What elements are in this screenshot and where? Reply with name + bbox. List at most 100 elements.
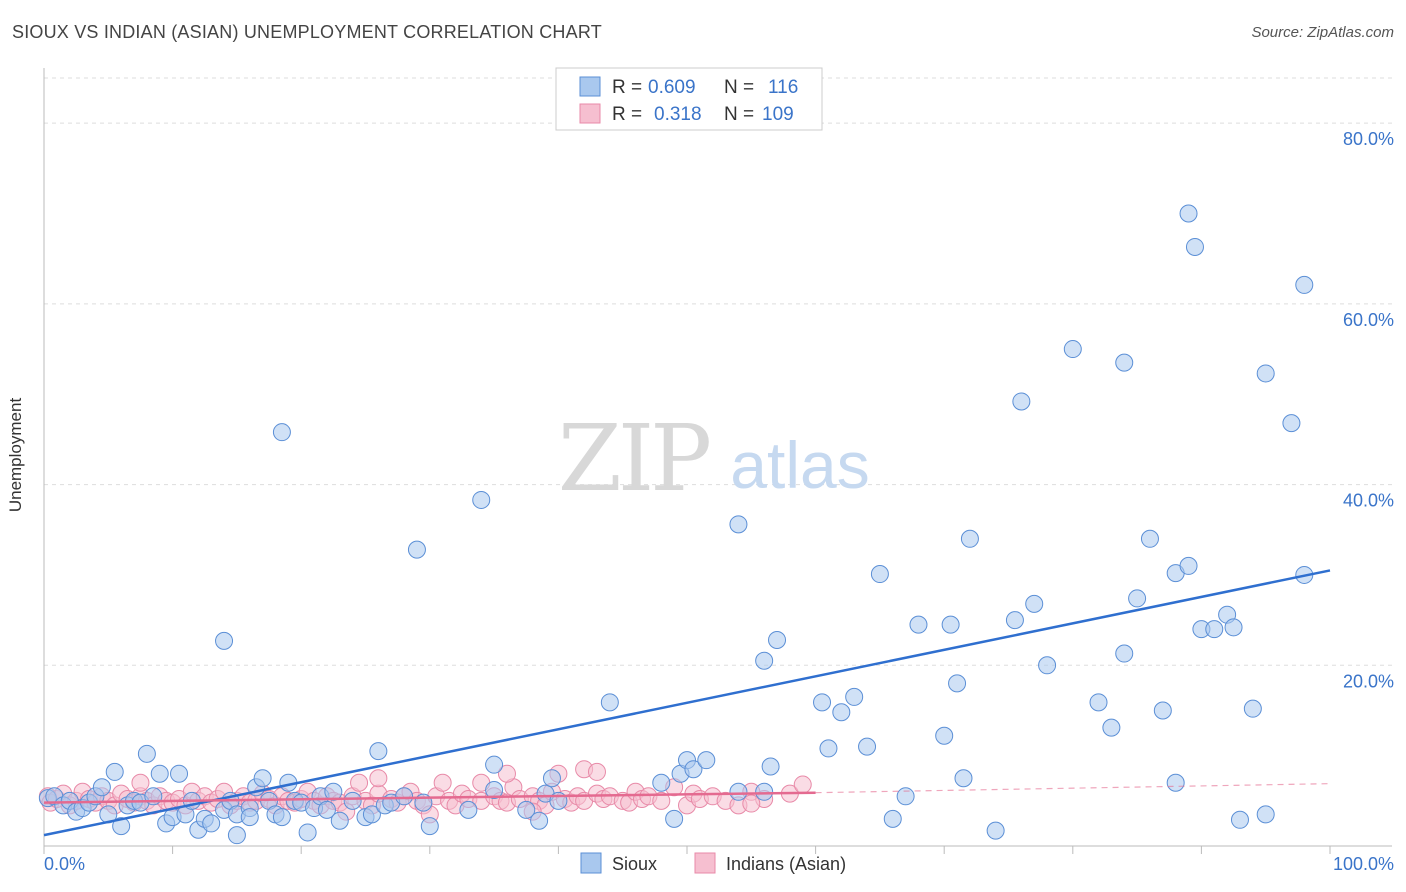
sioux-point bbox=[150, 764, 169, 783]
sioux-point bbox=[459, 800, 478, 819]
sioux-point bbox=[1063, 340, 1082, 359]
sioux-point bbox=[170, 764, 189, 783]
sioux-point bbox=[1224, 618, 1243, 637]
sioux-point bbox=[1205, 620, 1224, 639]
sioux-point bbox=[362, 805, 381, 824]
x-tick-max: 100.0% bbox=[1333, 854, 1394, 874]
sioux-point bbox=[330, 811, 349, 830]
sioux-point bbox=[324, 782, 343, 801]
sioux-point bbox=[395, 787, 414, 806]
legend-indian-n-value: 109 bbox=[762, 104, 794, 125]
sioux-point bbox=[1128, 589, 1147, 608]
sioux-point bbox=[896, 787, 915, 806]
sioux-point bbox=[755, 651, 774, 670]
chart-title: SIOUX VS INDIAN (ASIAN) UNEMPLOYMENT COR… bbox=[12, 22, 602, 42]
sioux-point bbox=[845, 687, 864, 706]
sioux-point bbox=[1166, 773, 1185, 792]
sioux-point bbox=[986, 821, 1005, 840]
indian-point bbox=[369, 769, 388, 788]
sioux-point bbox=[92, 778, 111, 797]
sioux-point bbox=[813, 693, 832, 712]
sioux-point bbox=[272, 423, 291, 442]
y-tick-label: 20.0% bbox=[1343, 671, 1394, 691]
sioux-point bbox=[1230, 810, 1249, 829]
sioux-point bbox=[1256, 364, 1275, 383]
watermark: ZIP atlas bbox=[558, 405, 870, 512]
sioux-point bbox=[1089, 693, 1108, 712]
sioux-point bbox=[485, 780, 504, 799]
sioux-point bbox=[832, 703, 851, 722]
stats-legend: R = 0.609 N = 116 R = 0.318 N = 109 bbox=[555, 67, 823, 131]
indian-point bbox=[793, 775, 812, 794]
sioux-point bbox=[1282, 414, 1301, 433]
sioux-point bbox=[954, 769, 973, 788]
indian-trend-extension bbox=[815, 783, 1331, 794]
sioux-point bbox=[112, 817, 131, 836]
legend-sioux-n-label: N = bbox=[724, 77, 754, 98]
sioux-point bbox=[240, 808, 259, 827]
sioux-points bbox=[38, 204, 1314, 845]
legend-sioux-r-label: R = bbox=[612, 77, 642, 98]
legend-indian-r-label: R = bbox=[612, 104, 642, 125]
source-label: Source: ZipAtlas.com bbox=[1251, 24, 1394, 41]
sioux-point bbox=[407, 540, 426, 559]
sioux-point bbox=[1102, 718, 1121, 737]
watermark-atlas: atlas bbox=[730, 428, 869, 502]
sioux-point bbox=[761, 757, 780, 776]
sioux-point bbox=[1140, 529, 1159, 548]
x-tick-min: 0.0% bbox=[44, 854, 85, 874]
y-tick-label: 80.0% bbox=[1343, 129, 1394, 149]
grid-lines bbox=[44, 77, 1392, 666]
sioux-trend-line bbox=[43, 569, 1331, 837]
sioux-point bbox=[215, 631, 234, 650]
sioux-point bbox=[729, 515, 748, 534]
indian-point bbox=[742, 794, 761, 813]
sioux-point bbox=[729, 782, 748, 801]
legend-sioux-r-value: 0.609 bbox=[648, 77, 696, 98]
indian-point bbox=[433, 773, 452, 792]
indian-trend-line bbox=[43, 791, 816, 804]
sioux-point bbox=[941, 615, 960, 634]
sioux-point bbox=[1256, 805, 1275, 824]
sioux-point bbox=[684, 760, 703, 779]
sioux-point bbox=[298, 823, 317, 842]
sioux-point bbox=[652, 773, 671, 792]
watermark-zip: ZIP bbox=[558, 405, 709, 512]
indian-point bbox=[131, 773, 150, 792]
sioux-point bbox=[485, 755, 504, 774]
sioux-point bbox=[343, 791, 362, 810]
sioux-point bbox=[1243, 699, 1262, 718]
sioux-point bbox=[542, 769, 561, 788]
sioux-point bbox=[665, 809, 684, 828]
indian-point bbox=[350, 773, 369, 792]
sioux-point bbox=[253, 769, 272, 788]
trend-lines bbox=[43, 569, 1331, 837]
sioux-point bbox=[600, 693, 619, 712]
sioux-point bbox=[1179, 556, 1198, 575]
axes bbox=[43, 68, 1392, 854]
sioux-point bbox=[697, 751, 716, 770]
sioux-point bbox=[272, 808, 291, 827]
legend-sioux-n-value: 116 bbox=[768, 77, 798, 98]
sioux-point bbox=[858, 737, 877, 756]
indian-point bbox=[587, 762, 606, 781]
sioux-point bbox=[1005, 611, 1024, 630]
sioux-point bbox=[420, 817, 439, 836]
sioux-point bbox=[202, 814, 221, 833]
sioux-point bbox=[1012, 392, 1031, 411]
sioux-point bbox=[530, 811, 549, 830]
legend-bottom-indian-swatch bbox=[694, 852, 716, 874]
y-tick-labels: 20.0% 40.0% 60.0% 80.0% bbox=[1343, 129, 1394, 691]
sioux-point bbox=[935, 726, 954, 745]
legend-bottom-sioux-label: Sioux bbox=[612, 854, 657, 874]
sioux-point bbox=[369, 742, 388, 761]
sioux-point bbox=[768, 630, 787, 649]
sioux-point bbox=[1025, 594, 1044, 613]
legend-bottom-indian-label: Indians (Asian) bbox=[726, 854, 846, 874]
sioux-point bbox=[517, 800, 536, 819]
y-tick-label: 60.0% bbox=[1343, 310, 1394, 330]
sioux-point bbox=[317, 800, 336, 819]
legend-sioux-swatch bbox=[579, 76, 601, 97]
legend-indian-n-label: N = bbox=[724, 104, 754, 125]
